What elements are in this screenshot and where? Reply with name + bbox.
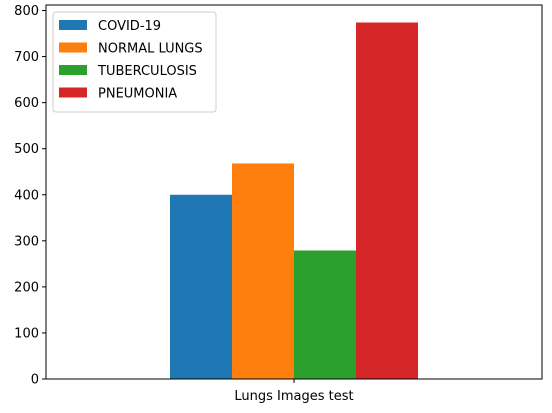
y-tick-label: 400 <box>14 188 39 203</box>
y-tick-label: 200 <box>14 280 39 295</box>
bar-covid-19 <box>170 194 232 379</box>
y-tick-label: 700 <box>14 50 39 65</box>
legend-box <box>52 11 217 113</box>
legend-label-normal-lungs: NORMAL LUNGS <box>98 42 203 57</box>
legend-swatch-pneumonia <box>59 87 87 98</box>
legend-label-covid-19: COVID-19 <box>98 19 161 34</box>
bars-group <box>170 22 418 379</box>
y-tick-label: 0 <box>31 373 39 388</box>
legend-label-pneumonia: PNEUMONIA <box>98 87 177 102</box>
bar-tuberculosis <box>294 250 356 379</box>
x-axis: Lungs Images test <box>234 379 354 404</box>
legend-swatch-covid-19 <box>59 20 87 30</box>
y-axis: 0 100 200 300 400 500 600 700 800 <box>14 4 46 388</box>
legend-label-tuberculosis: TUBERCULOSIS <box>97 64 197 79</box>
x-tick-label: Lungs Images test <box>234 389 353 404</box>
y-tick-label: 800 <box>14 4 39 19</box>
legend-swatch-tuberculosis <box>59 65 87 75</box>
legend-swatch-normal-lungs <box>59 42 87 53</box>
bar-normal-lungs <box>232 163 294 379</box>
bar-pneumonia <box>356 22 418 379</box>
legend: COVID-19 NORMAL LUNGS TUBERCULOSIS PNEUMONI… <box>52 11 217 113</box>
y-tick-label: 600 <box>14 96 39 111</box>
y-tick-label: 100 <box>14 326 39 341</box>
y-tick-label: 300 <box>14 234 39 249</box>
y-tick-label: 500 <box>14 142 39 157</box>
